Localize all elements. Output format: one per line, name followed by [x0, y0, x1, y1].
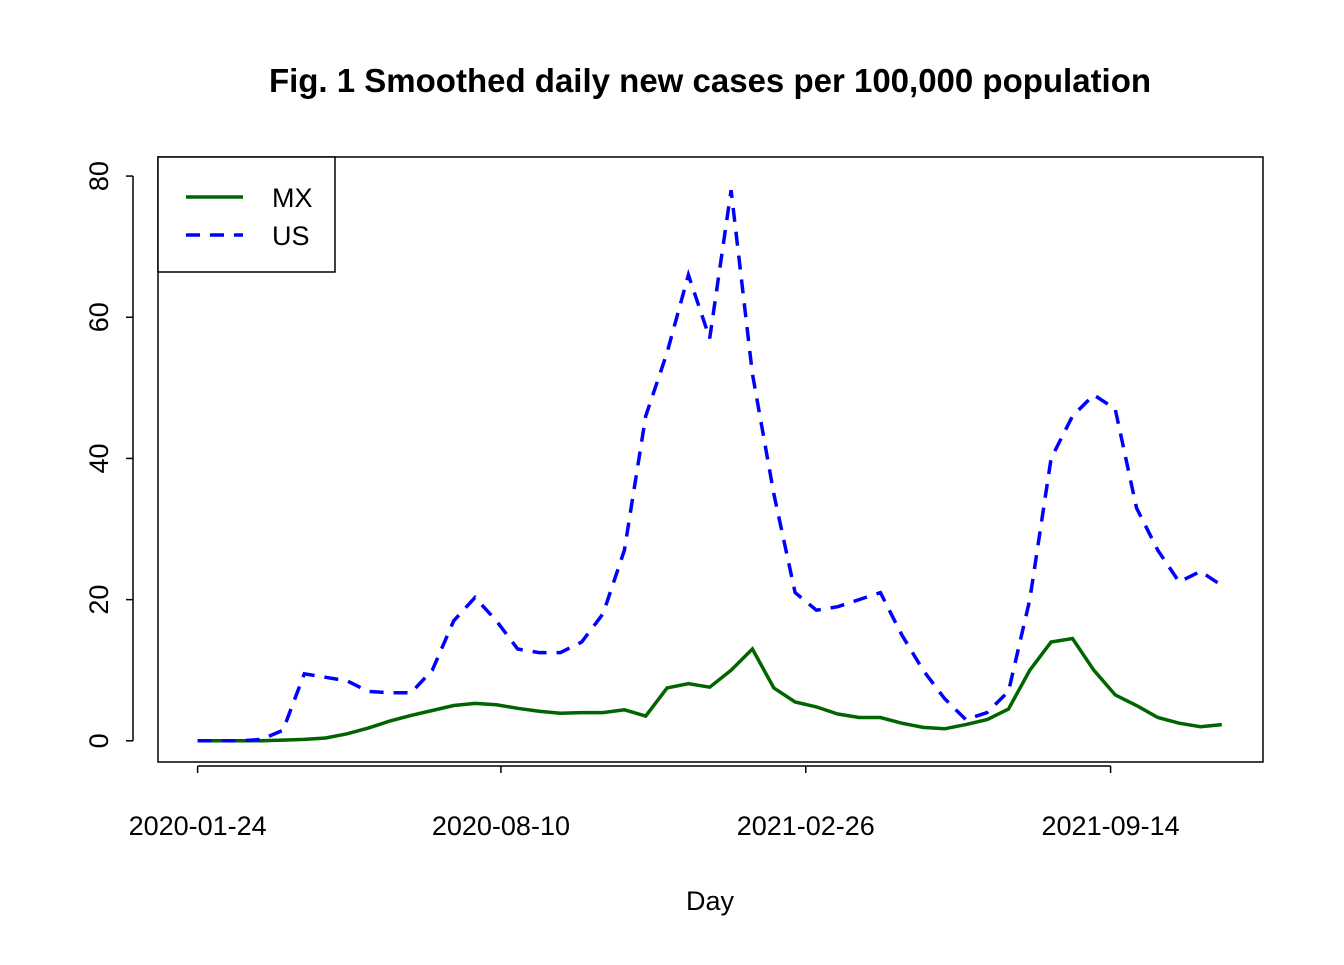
- series-line: [197, 189, 1223, 743]
- y-tick-label: 20: [84, 585, 114, 615]
- x-tick-label: 2020-08-10: [432, 811, 570, 841]
- legend-label: US: [272, 221, 310, 251]
- y-tick-label: 0: [84, 733, 114, 748]
- x-tick-label: 2021-02-26: [737, 811, 875, 841]
- y-tick-label: 60: [84, 302, 114, 332]
- legend-label: MX: [272, 183, 313, 213]
- x-tick-label: 2021-09-14: [1042, 811, 1180, 841]
- legend-box: [157, 156, 336, 273]
- x-axis-label: Day: [686, 886, 735, 916]
- plot-box: [157, 156, 1264, 763]
- x-tick-label: 2020-01-24: [129, 811, 267, 841]
- y-tick-label: 40: [84, 443, 114, 473]
- series-line: [197, 636, 1222, 743]
- chart-title: Fig. 1 Smoothed daily new cases per 100,…: [269, 62, 1151, 99]
- y-tick-label: 80: [84, 161, 114, 191]
